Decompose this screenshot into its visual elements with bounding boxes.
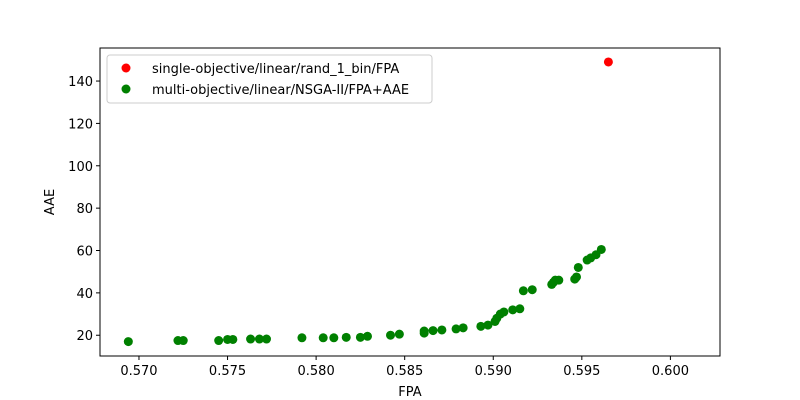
- data-point-series-2: [437, 325, 447, 335]
- data-point-series-2: [527, 285, 537, 295]
- x-tick-label: 0.600: [652, 364, 689, 379]
- legend-marker: [121, 63, 131, 73]
- y-axis-label: AAE: [43, 189, 58, 215]
- data-point-series-2: [394, 329, 404, 339]
- y-tick-label: 80: [76, 202, 93, 217]
- data-point-series-2: [362, 331, 372, 341]
- legend-box: [106, 54, 433, 104]
- data-point-series-2: [123, 337, 133, 347]
- data-point-series-2: [596, 244, 606, 254]
- data-point-series-2: [246, 334, 256, 344]
- data-point-series-2: [476, 321, 486, 331]
- legend: single-objective/linear/rand_1_bin/FPAmu…: [106, 54, 433, 104]
- data-point-series-2: [483, 320, 493, 330]
- data-point-series-2: [262, 334, 272, 344]
- data-point-series-2: [508, 305, 518, 315]
- data-point-series-1: [603, 57, 613, 67]
- data-point-series-2: [214, 336, 224, 346]
- y-tick-label: 120: [68, 117, 93, 132]
- data-point-series-2: [386, 330, 396, 340]
- data-point-series-2: [515, 304, 525, 314]
- x-tick-label: 0.575: [209, 364, 246, 379]
- legend-marker: [121, 84, 131, 94]
- legend-label: multi-objective/linear/NSGA-II/FPA+AAE: [152, 83, 409, 98]
- y-tick-label: 100: [68, 160, 93, 175]
- data-point-series-2: [428, 326, 438, 336]
- y-tick-label: 20: [76, 329, 93, 344]
- data-point-series-2: [573, 262, 583, 272]
- data-point-series-2: [297, 333, 307, 343]
- x-tick-label: 0.580: [298, 364, 335, 379]
- legend-label: single-objective/linear/rand_1_bin/FPA: [152, 62, 399, 77]
- data-point-series-2: [318, 333, 328, 343]
- y-tick-label: 40: [76, 287, 93, 302]
- x-axis-label: FPA: [398, 385, 421, 400]
- data-point-series-2: [254, 334, 264, 344]
- plot-frame: [99, 47, 721, 357]
- x-tick-label: 0.590: [475, 364, 512, 379]
- data-point-series-2: [419, 326, 429, 336]
- data-point-series-2: [518, 286, 528, 296]
- data-points: [123, 57, 613, 347]
- data-point-series-2: [329, 333, 339, 343]
- data-point-series-2: [355, 332, 365, 342]
- y-tick-label: 140: [68, 75, 93, 90]
- x-tick-label: 0.585: [386, 364, 423, 379]
- data-point-series-2: [341, 332, 351, 342]
- data-point-series-2: [228, 334, 238, 344]
- data-point-series-2: [554, 275, 564, 285]
- data-point-series-2: [451, 324, 461, 334]
- x-tick-label: 0.595: [563, 364, 600, 379]
- data-point-series-2: [178, 336, 188, 346]
- y-axis: 20 40 60 80 100 120 140: [68, 75, 100, 344]
- x-tick-label: 0.570: [120, 364, 157, 379]
- data-point-series-2: [572, 272, 582, 282]
- data-point-series-2: [499, 307, 509, 317]
- data-point-series-2: [458, 323, 468, 333]
- y-tick-label: 60: [76, 245, 93, 260]
- x-axis: 0.570 0.575 0.580 0.585 0.590 0.595 0.600: [120, 356, 689, 379]
